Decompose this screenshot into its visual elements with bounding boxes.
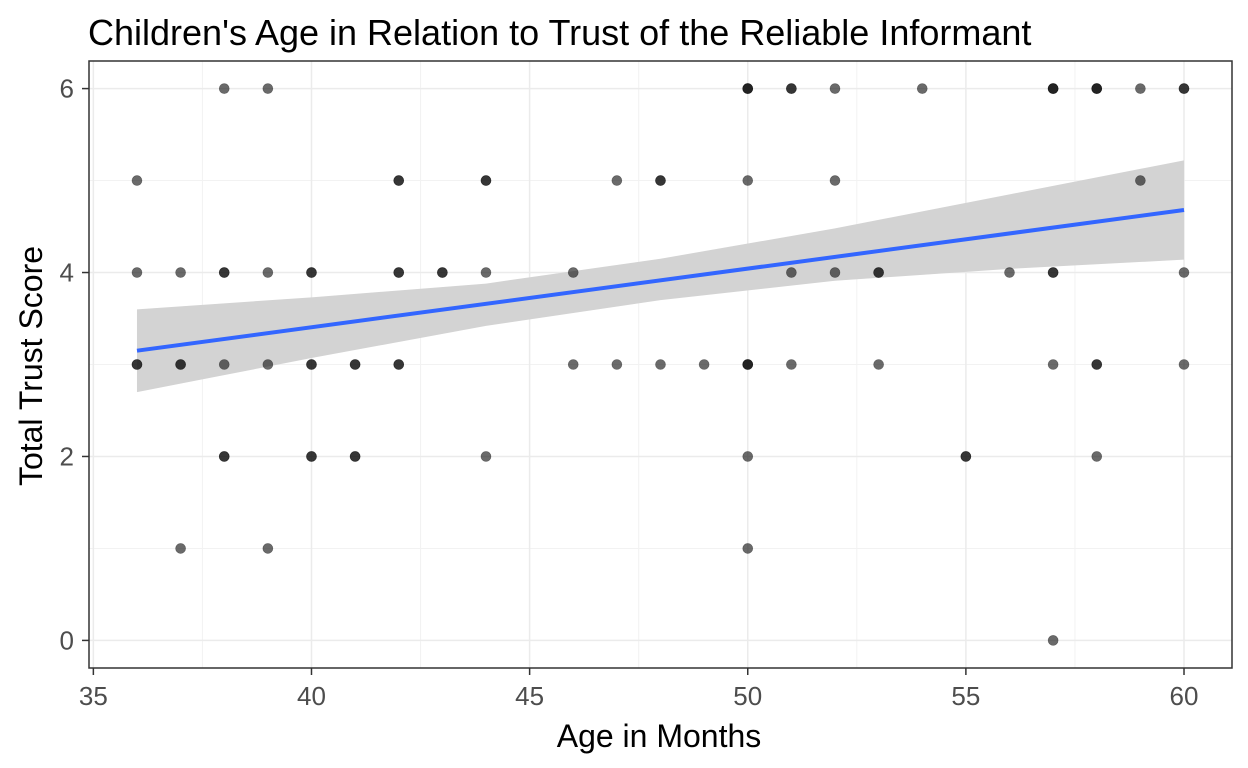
- data-point: [742, 451, 754, 462]
- data-point: [786, 359, 797, 370]
- data-point: [262, 359, 274, 370]
- data-point: [349, 359, 361, 370]
- x-tick-label: 45: [515, 681, 544, 711]
- data-point: [393, 175, 405, 186]
- data-point: [218, 267, 230, 278]
- data-point: [742, 175, 754, 186]
- data-point: [175, 543, 186, 554]
- x-axis-ticks: 35 40 45 50 55 60: [79, 668, 1199, 711]
- data-point: [873, 267, 884, 278]
- data-point: [1091, 451, 1103, 462]
- data-point: [437, 267, 448, 278]
- data-point: [1047, 267, 1059, 278]
- data-point: [480, 175, 492, 186]
- data-point: [611, 359, 623, 370]
- data-point: [742, 543, 754, 554]
- data-point: [218, 83, 230, 94]
- data-point: [829, 83, 841, 94]
- data-point: [960, 451, 972, 462]
- data-point: [567, 267, 579, 278]
- x-tick-label: 35: [79, 681, 108, 711]
- data-point: [262, 83, 274, 94]
- y-tick-label: 6: [60, 74, 74, 104]
- data-point: [1135, 175, 1146, 186]
- data-point: [567, 359, 579, 370]
- x-axis-title: Age in Months: [557, 718, 762, 754]
- data-point: [698, 359, 710, 370]
- data-point: [1047, 83, 1059, 94]
- data-point: [829, 175, 841, 186]
- data-point: [786, 83, 797, 94]
- data-point: [742, 83, 754, 94]
- data-point: [655, 359, 666, 370]
- data-points: [131, 83, 1190, 646]
- data-point: [131, 267, 143, 278]
- data-point: [1047, 635, 1059, 646]
- data-point: [175, 267, 186, 278]
- confidence-band: [136, 160, 1185, 393]
- data-point: [1091, 83, 1103, 94]
- data-point: [786, 267, 797, 278]
- data-point: [1135, 83, 1146, 94]
- data-point: [480, 267, 492, 278]
- data-point: [1047, 359, 1059, 370]
- x-tick-label: 60: [1170, 681, 1199, 711]
- data-point: [916, 83, 928, 94]
- data-point: [655, 175, 666, 186]
- data-point: [1178, 359, 1190, 370]
- data-point: [306, 267, 317, 278]
- y-axis-ticks: 0 2 4 6: [60, 74, 89, 655]
- data-point: [262, 543, 274, 554]
- data-point: [262, 267, 274, 278]
- x-tick-label: 50: [733, 681, 762, 711]
- data-point: [393, 267, 405, 278]
- panel-border: [88, 60, 1233, 669]
- data-point: [131, 359, 143, 370]
- data-point: [218, 359, 230, 370]
- data-point: [218, 451, 230, 462]
- data-point: [393, 359, 405, 370]
- x-tick-label: 40: [297, 681, 326, 711]
- y-tick-label: 0: [60, 625, 74, 655]
- y-axis-title: Total Trust Score: [13, 246, 49, 486]
- data-point: [480, 451, 492, 462]
- y-tick-label: 4: [60, 258, 74, 288]
- data-point: [829, 267, 841, 278]
- data-point: [1178, 83, 1190, 94]
- data-point: [175, 359, 186, 370]
- data-point: [1004, 267, 1015, 278]
- data-point: [742, 359, 754, 370]
- data-point: [1091, 359, 1103, 370]
- data-point: [306, 451, 317, 462]
- data-point: [1178, 267, 1190, 278]
- data-point: [873, 359, 884, 370]
- x-tick-label: 55: [951, 681, 980, 711]
- y-tick-label: 2: [60, 441, 74, 471]
- data-point: [131, 175, 143, 186]
- data-point: [349, 451, 361, 462]
- data-point: [306, 359, 317, 370]
- chart-title: Children's Age in Relation to Trust of t…: [88, 12, 1031, 53]
- data-point: [611, 175, 623, 186]
- trend-line: [136, 208, 1185, 353]
